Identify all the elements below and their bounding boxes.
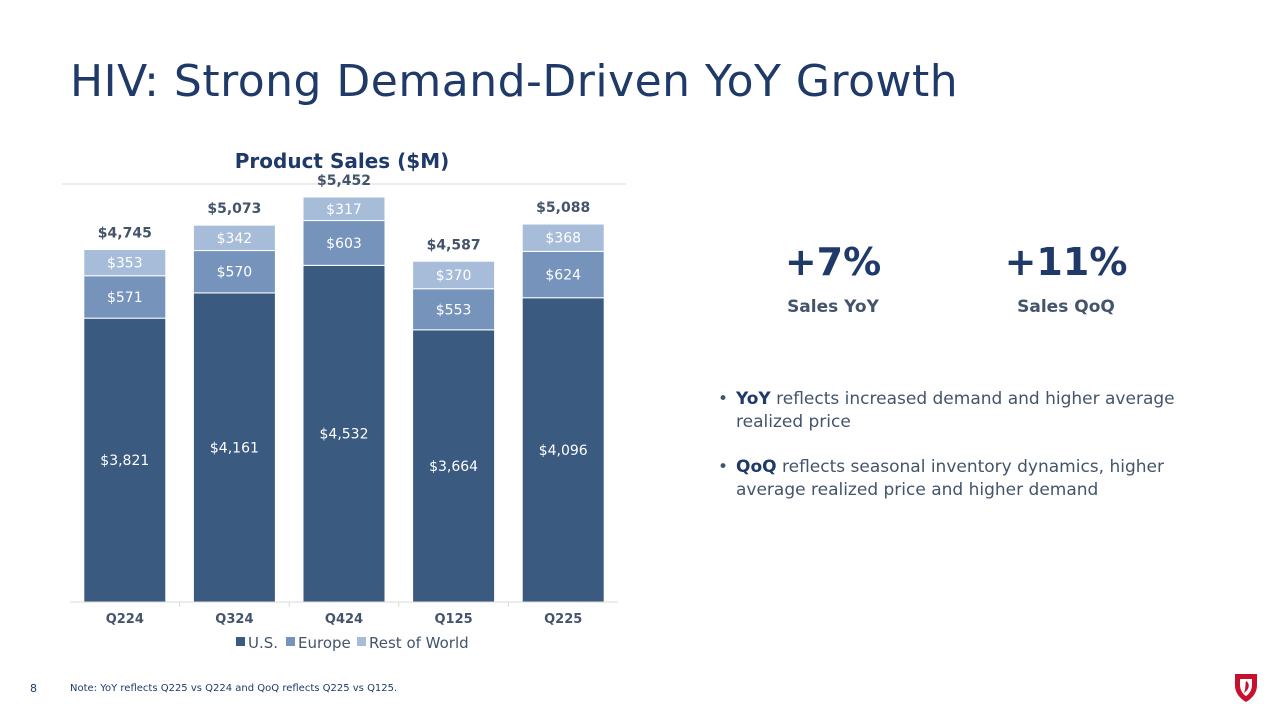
data-label: $3,821 xyxy=(100,453,149,469)
commentary-bullets: YoY reflects increased demand and higher… xyxy=(716,388,1186,524)
data-label: $370 xyxy=(436,268,472,284)
bar-segment xyxy=(83,317,167,603)
stat-qoq-value: +11% xyxy=(1004,240,1128,284)
total-label: $4,587 xyxy=(427,237,481,253)
stat-qoq: +11% Sales QoQ xyxy=(986,243,1146,317)
total-label: $5,088 xyxy=(536,200,590,216)
bullet-qoq: QoQ reflects seasonal inventory dynamics… xyxy=(716,456,1186,502)
x-tick-label: Q324 xyxy=(215,612,253,627)
bar-segment xyxy=(302,264,386,603)
data-label: $4,532 xyxy=(320,427,369,443)
chart-legend: U.S. Europe Rest of World xyxy=(236,634,469,652)
data-label: $353 xyxy=(107,256,143,272)
total-label: $5,073 xyxy=(207,201,261,217)
footnote: Note: YoY reflects Q225 vs Q224 and QoQ … xyxy=(70,683,398,694)
data-label: $553 xyxy=(436,302,472,318)
legend-label: Rest of World xyxy=(369,634,469,652)
company-shield-logo-icon xyxy=(1235,674,1257,702)
bar-segment xyxy=(412,288,496,331)
bullet-qoq-bold: QoQ xyxy=(736,457,777,477)
chart-title: Product Sales ($M) xyxy=(235,149,449,173)
stat-yoy-value: +7% xyxy=(784,240,882,284)
product-sales-chart: Product Sales ($M) $3,821$571$353$4,745$… xyxy=(62,149,626,652)
bar-segment xyxy=(83,275,167,319)
data-label: $624 xyxy=(545,268,581,284)
legend-label: U.S. xyxy=(248,634,278,652)
bar-segment xyxy=(521,297,605,603)
bar-segment xyxy=(192,292,276,603)
bullet-yoy-bold: YoY xyxy=(736,389,771,409)
bullet-yoy-text: reflects increased demand and higher ave… xyxy=(736,389,1175,432)
bullet-qoq-text: reflects seasonal inventory dynamics, hi… xyxy=(736,457,1164,500)
total-label: $5,452 xyxy=(317,173,371,189)
bar-segment xyxy=(412,260,496,290)
bars-group: $3,821 $571 $353 $4,745 $4,161 $570 $342 $5,073… xyxy=(83,173,605,603)
bar-segment xyxy=(192,250,276,294)
data-label: $571 xyxy=(107,290,143,306)
legend-swatch xyxy=(357,637,366,646)
data-label: $368 xyxy=(545,231,581,247)
x-tick-label: Q225 xyxy=(544,612,582,627)
legend-swatch xyxy=(236,637,245,646)
bar-segment xyxy=(192,224,276,252)
legend-swatch xyxy=(286,637,295,646)
x-tick-label: Q125 xyxy=(435,612,473,627)
bar-segment xyxy=(521,223,605,252)
data-label: $570 xyxy=(217,265,253,281)
bar-segment xyxy=(302,220,386,266)
stat-yoy-label: Sales YoY xyxy=(787,297,879,317)
page-number: 8 xyxy=(30,682,37,695)
bullet-yoy: YoY reflects increased demand and higher… xyxy=(716,388,1186,434)
stat-qoq-label: Sales QoQ xyxy=(1017,297,1115,317)
data-label: $4,161 xyxy=(210,440,259,456)
data-label: $4,096 xyxy=(539,443,588,459)
data-label: $603 xyxy=(326,236,362,252)
data-label: $317 xyxy=(326,202,362,218)
total-label: $4,745 xyxy=(98,226,152,242)
data-label: $342 xyxy=(217,231,253,247)
x-tick-label: Q224 xyxy=(106,612,144,627)
data-label: $3,664 xyxy=(429,459,478,475)
x-tick-label: Q424 xyxy=(325,612,363,627)
bar-segment xyxy=(412,329,496,603)
legend-label: Europe xyxy=(298,634,351,652)
bar-segment xyxy=(302,196,386,222)
x-axis-ticks: Q224 Q324 Q424 Q125 Q225 xyxy=(106,602,582,627)
bar-segment xyxy=(83,249,167,277)
bar-segment xyxy=(521,250,605,299)
page-title: HIV: Strong Demand-Driven YoY Growth xyxy=(70,56,959,107)
stat-yoy: +7% Sales YoY xyxy=(753,243,913,317)
